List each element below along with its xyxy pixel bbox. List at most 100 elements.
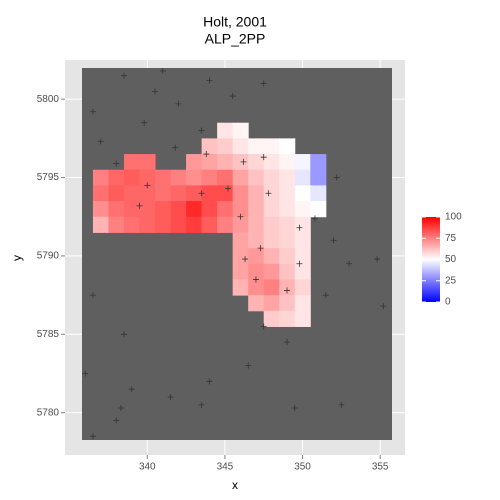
raster-cell — [294, 310, 311, 327]
raster-cell — [217, 169, 234, 186]
point — [237, 213, 244, 220]
raster-cell — [186, 216, 203, 233]
raster-cell — [310, 185, 327, 202]
raster-cell — [248, 279, 265, 296]
raster-cell — [279, 248, 296, 265]
point — [120, 72, 127, 79]
y-tick-label: 5795 — [37, 172, 60, 183]
raster-cell — [279, 295, 296, 312]
raster-cell — [139, 154, 156, 171]
point — [89, 108, 96, 115]
raster-cell — [108, 201, 125, 218]
raster-cell — [263, 232, 280, 249]
point — [260, 154, 267, 161]
raster-cell — [232, 263, 249, 280]
raster-cell — [123, 169, 141, 186]
legend-label: 25 — [445, 275, 457, 286]
raster-cell — [217, 201, 234, 218]
raster-cell — [263, 201, 280, 218]
point — [240, 158, 247, 165]
raster-cell — [248, 248, 265, 265]
point — [380, 303, 387, 310]
raster-cell — [155, 201, 172, 218]
raster-cell — [123, 216, 141, 233]
points — [82, 67, 387, 440]
point — [198, 190, 205, 197]
point — [265, 190, 272, 197]
raster-cell — [263, 216, 280, 233]
point — [198, 127, 205, 134]
raster-cell — [294, 295, 311, 312]
raster-cell — [232, 201, 249, 218]
raster-cell — [139, 201, 156, 218]
raster-cell — [279, 232, 296, 249]
colorbar — [422, 217, 440, 302]
point — [330, 237, 337, 244]
raster-cell — [108, 169, 125, 186]
raster-cell — [294, 248, 311, 265]
point — [120, 331, 127, 338]
raster-cell — [232, 169, 249, 186]
x-tick-label: 350 — [294, 462, 311, 473]
point — [257, 245, 264, 252]
point — [245, 362, 252, 369]
raster-cell — [294, 154, 311, 171]
raster-cell — [310, 169, 327, 186]
raster-cell — [201, 201, 218, 218]
point — [333, 174, 340, 181]
point — [322, 292, 329, 299]
point — [159, 67, 166, 74]
point — [144, 182, 151, 189]
point — [284, 339, 291, 346]
point — [206, 77, 213, 84]
raster-cell — [139, 169, 156, 186]
raster-cell — [186, 185, 203, 202]
raster-cell — [248, 232, 265, 249]
raster-cell — [186, 154, 203, 171]
point — [172, 144, 179, 151]
point — [136, 202, 143, 209]
raster — [92, 122, 327, 327]
raster-cell — [232, 232, 249, 249]
point — [113, 417, 120, 424]
point — [82, 370, 89, 377]
point — [117, 404, 124, 411]
point — [229, 93, 236, 100]
raster-cell — [170, 216, 187, 233]
raster-cell — [248, 185, 265, 202]
point — [338, 401, 345, 408]
raster-cell — [139, 216, 156, 233]
raster-cell — [232, 122, 249, 139]
raster-cell — [263, 310, 280, 327]
point — [296, 224, 303, 231]
raster-cell — [248, 216, 265, 233]
raster-cell — [201, 169, 218, 186]
raster-cell — [201, 185, 218, 202]
raster-cell — [217, 122, 234, 139]
raster-cell — [294, 232, 311, 249]
raster-cell — [279, 263, 296, 280]
point — [252, 276, 259, 283]
raster-cell — [263, 279, 280, 296]
point — [260, 80, 267, 87]
raster-cell — [201, 138, 218, 155]
y-tick-label: 5800 — [37, 94, 60, 105]
raster-cell — [279, 154, 296, 171]
raster-cell — [170, 185, 187, 202]
x-tick-label: 355 — [372, 462, 389, 473]
raster-cell — [217, 185, 234, 202]
raster-cell — [294, 201, 311, 218]
point — [175, 100, 182, 107]
raster-cell — [232, 248, 249, 265]
point — [374, 256, 381, 263]
point — [311, 215, 318, 222]
raster-cell — [310, 154, 327, 171]
point — [242, 256, 249, 263]
raster-cell — [123, 154, 141, 171]
raster-cell — [92, 201, 109, 218]
raster-cell — [186, 169, 203, 186]
point — [296, 260, 303, 267]
point — [141, 119, 148, 126]
raster-cell — [139, 185, 156, 202]
